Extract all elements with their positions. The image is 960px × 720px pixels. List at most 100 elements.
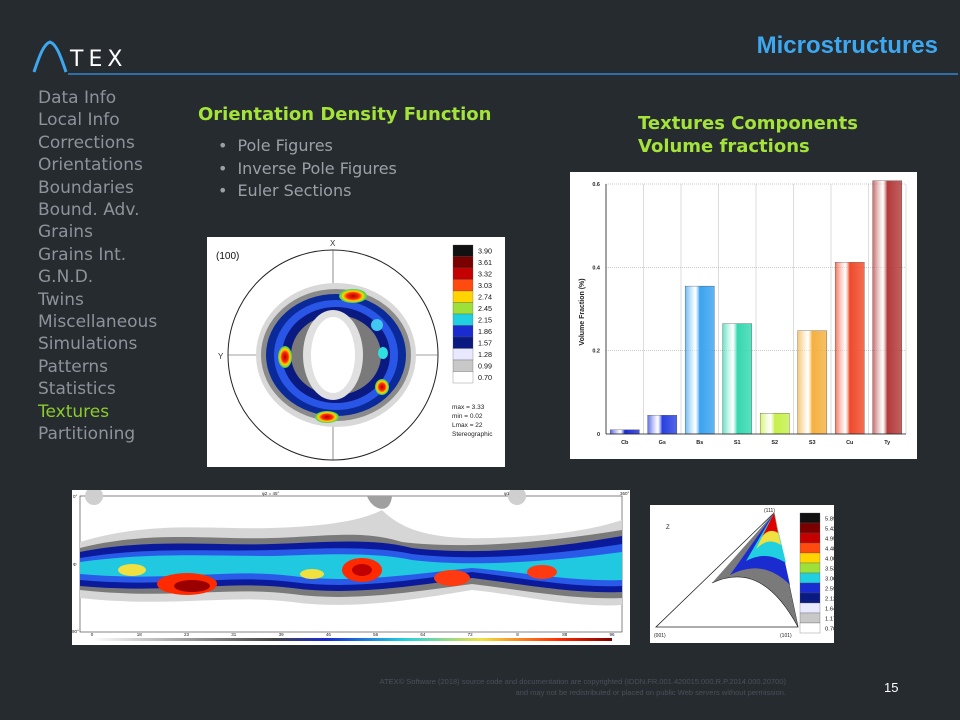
pole-figure-legend-swatch: [452, 279, 474, 292]
chart-y-axis-label: Volume Fraction (%): [579, 278, 586, 345]
sidebar-item-textures[interactable]: Textures: [38, 401, 110, 422]
euler-tick-label: 46: [326, 632, 332, 637]
euler-top-label-phi1: φ1: [504, 491, 510, 496]
ipf-legend-value: 2.12: [825, 597, 834, 603]
ipf-legend-swatch: [799, 512, 821, 524]
pole-figure-stat-lmax: Lmax = 22: [452, 422, 483, 429]
sidebar-item-statistics[interactable]: Statistics: [38, 379, 116, 400]
ipf-corner-111: (111): [764, 508, 775, 514]
pole-figure-plot: (100) X Y 3.90 3.61 3.32 3.03 2.74 2.45 2.15 1.…: [216, 239, 493, 461]
bar-cu: [834, 262, 865, 435]
pole-figure-legend-value: 2.45: [478, 304, 492, 313]
pole-figure-stat-min: min = 0.02: [452, 413, 483, 420]
sidebar-item-grains[interactable]: Grains: [38, 222, 93, 243]
bar-cb: [609, 429, 640, 435]
pole-figure-legend-value: 3.32: [478, 270, 492, 279]
sidebar-item-gnd[interactable]: G.N.D.: [38, 267, 94, 288]
ipf-legend-value: 3.53: [825, 567, 834, 573]
euler-tick-label: 96: [609, 632, 615, 637]
chart-y-tick-label: 0: [597, 432, 600, 438]
pole-figure-legend-value: 0.99: [478, 362, 492, 371]
ipf-legend-value: 4.00: [825, 557, 834, 563]
logo-text: TEX: [70, 47, 128, 72]
ipf-legend-value: 5.42: [825, 527, 834, 533]
sidebar-item-local-info[interactable]: Local Info: [38, 110, 120, 131]
bullet-euler-sections: Euler Sections: [218, 180, 397, 203]
ipf-legend-swatch: [799, 572, 821, 584]
ipf-legend-swatch: [799, 622, 821, 634]
euler-tick-label: 31: [231, 632, 237, 637]
pole-figure-legend-value: 3.61: [478, 258, 492, 267]
chart-x-tick-label: S1: [734, 440, 741, 446]
euler-tick-label: 88: [562, 632, 568, 637]
sidebar-item-grains-int[interactable]: Grains Int.: [38, 244, 127, 265]
ipf-legend-value: 4.95: [825, 537, 834, 543]
pole-figure-legend-value: 0.70: [478, 373, 492, 382]
sidebar-item-miscellaneous[interactable]: Miscellaneous: [38, 312, 158, 333]
euler-tick-label: 23: [184, 632, 190, 637]
pole-figure-legend-value: 1.28: [478, 350, 492, 359]
page-number: 15: [884, 680, 899, 695]
euler-left-label-phi: Φ: [73, 562, 77, 567]
pole-figure-legend-value: 2.15: [478, 316, 492, 325]
volume-fraction-chart-panel: Volume Fraction (%) 0 0.2 0.4 0.6 Cb Gs Bs S1 S2…: [570, 172, 917, 459]
bar-ty: [872, 180, 903, 435]
chart-y-tick-label: 0.4: [592, 265, 601, 271]
ipf-legend-value: 5.89: [825, 517, 834, 523]
pole-figure-legend-swatch: [452, 371, 474, 384]
pole-figure-plane-label: (100): [216, 251, 239, 262]
pole-figure-x-label: X: [330, 239, 336, 248]
chart-x-tick-label: S3: [809, 440, 816, 446]
pole-figure-legend-value: 2.74: [478, 293, 492, 302]
pole-figure-legend-swatch: [452, 336, 474, 349]
pole-figure-legend-value: 1.57: [478, 339, 492, 348]
pole-figure-stat-max: max = 3.33: [452, 404, 485, 411]
ipf-legend-value: 3.06: [825, 577, 834, 583]
pole-figure-y-label: Y: [218, 352, 224, 361]
euler-tick-label: 72: [468, 632, 474, 637]
sidebar-item-bound-adv[interactable]: Bound. Adv.: [38, 200, 140, 221]
chart-x-tick-label: Ty: [884, 440, 891, 446]
bullet-inverse-pole-figures: Inverse Pole Figures: [218, 158, 396, 181]
euler-section-plot: 0° φ2 = 45° φ1 360° Φ 90° 0 18 23 31 39 46 56 6…: [72, 487, 630, 641]
pole-figure-stat-projection: Stereographic: [452, 431, 493, 438]
euler-tick-label: 39: [279, 632, 285, 637]
sidebar-item-patterns[interactable]: Patterns: [38, 356, 109, 377]
euler-bottom-ticks: 0 18 23 31 39 46 56 64 72 8 88 96: [91, 632, 615, 637]
chart-x-tick-label: Gs: [659, 440, 666, 446]
ipf-legend-swatch: [799, 522, 821, 534]
ipf-legend-value: 4.48: [825, 547, 834, 553]
sidebar-item-orientations[interactable]: Orientations: [38, 155, 143, 176]
textures-heading-line2: Volume fractions: [638, 136, 810, 157]
euler-top-label-phi2: φ2 = 45°: [262, 491, 280, 496]
sidebar-item-data-info[interactable]: Data Info: [38, 88, 117, 108]
atex-logo-icon: [32, 40, 68, 73]
copyright-line-1: ATEX© Software (2018) source code and do…: [379, 677, 786, 686]
chart-y-tick-label: 0.2: [592, 349, 600, 355]
copyright-line-2: and may not be redistributed or placed o…: [515, 688, 786, 697]
sidebar-item-boundaries[interactable]: Boundaries: [38, 177, 134, 198]
ipf-legend-value: 1.17: [825, 617, 834, 623]
euler-tick-label: 0: [91, 632, 94, 637]
sidebar-item-twins[interactable]: Twins: [38, 289, 84, 310]
pole-figure-legend-swatch: [452, 313, 474, 326]
pole-figure-legend-swatch: [452, 325, 474, 338]
ipf-legend-swatch: [799, 552, 821, 564]
euler-tick-label: 64: [420, 632, 426, 637]
ipf-legend-swatch: [799, 602, 821, 614]
sidebar-item-simulations[interactable]: Simulations: [38, 334, 138, 355]
inverse-pole-figure-panel: Z (111) (001) (101) 5.89 5.42 4.95 4.48 4.00…: [650, 505, 837, 643]
chart-x-tick-label: Bs: [696, 440, 703, 446]
euler-top-label-360: 360°: [620, 491, 630, 496]
pole-figure-legend-swatch: [452, 302, 474, 315]
bullet-pole-figures: Pole Figures: [218, 135, 397, 158]
pole-figure-legend-value: 3.03: [478, 281, 492, 290]
euler-tick-label: 18: [137, 632, 143, 637]
ipf-legend-value: 2.59: [825, 587, 834, 593]
odf-heading: Orientation Density Function: [198, 104, 492, 125]
sidebar-item-partitioning[interactable]: Partitioning: [38, 424, 136, 445]
pole-figure-legend-value: 1.86: [478, 327, 492, 336]
ipf-legend-value: 0.70: [825, 627, 834, 633]
ipf-axis-label: Z: [666, 525, 670, 531]
sidebar-item-corrections[interactable]: Corrections: [38, 132, 135, 153]
